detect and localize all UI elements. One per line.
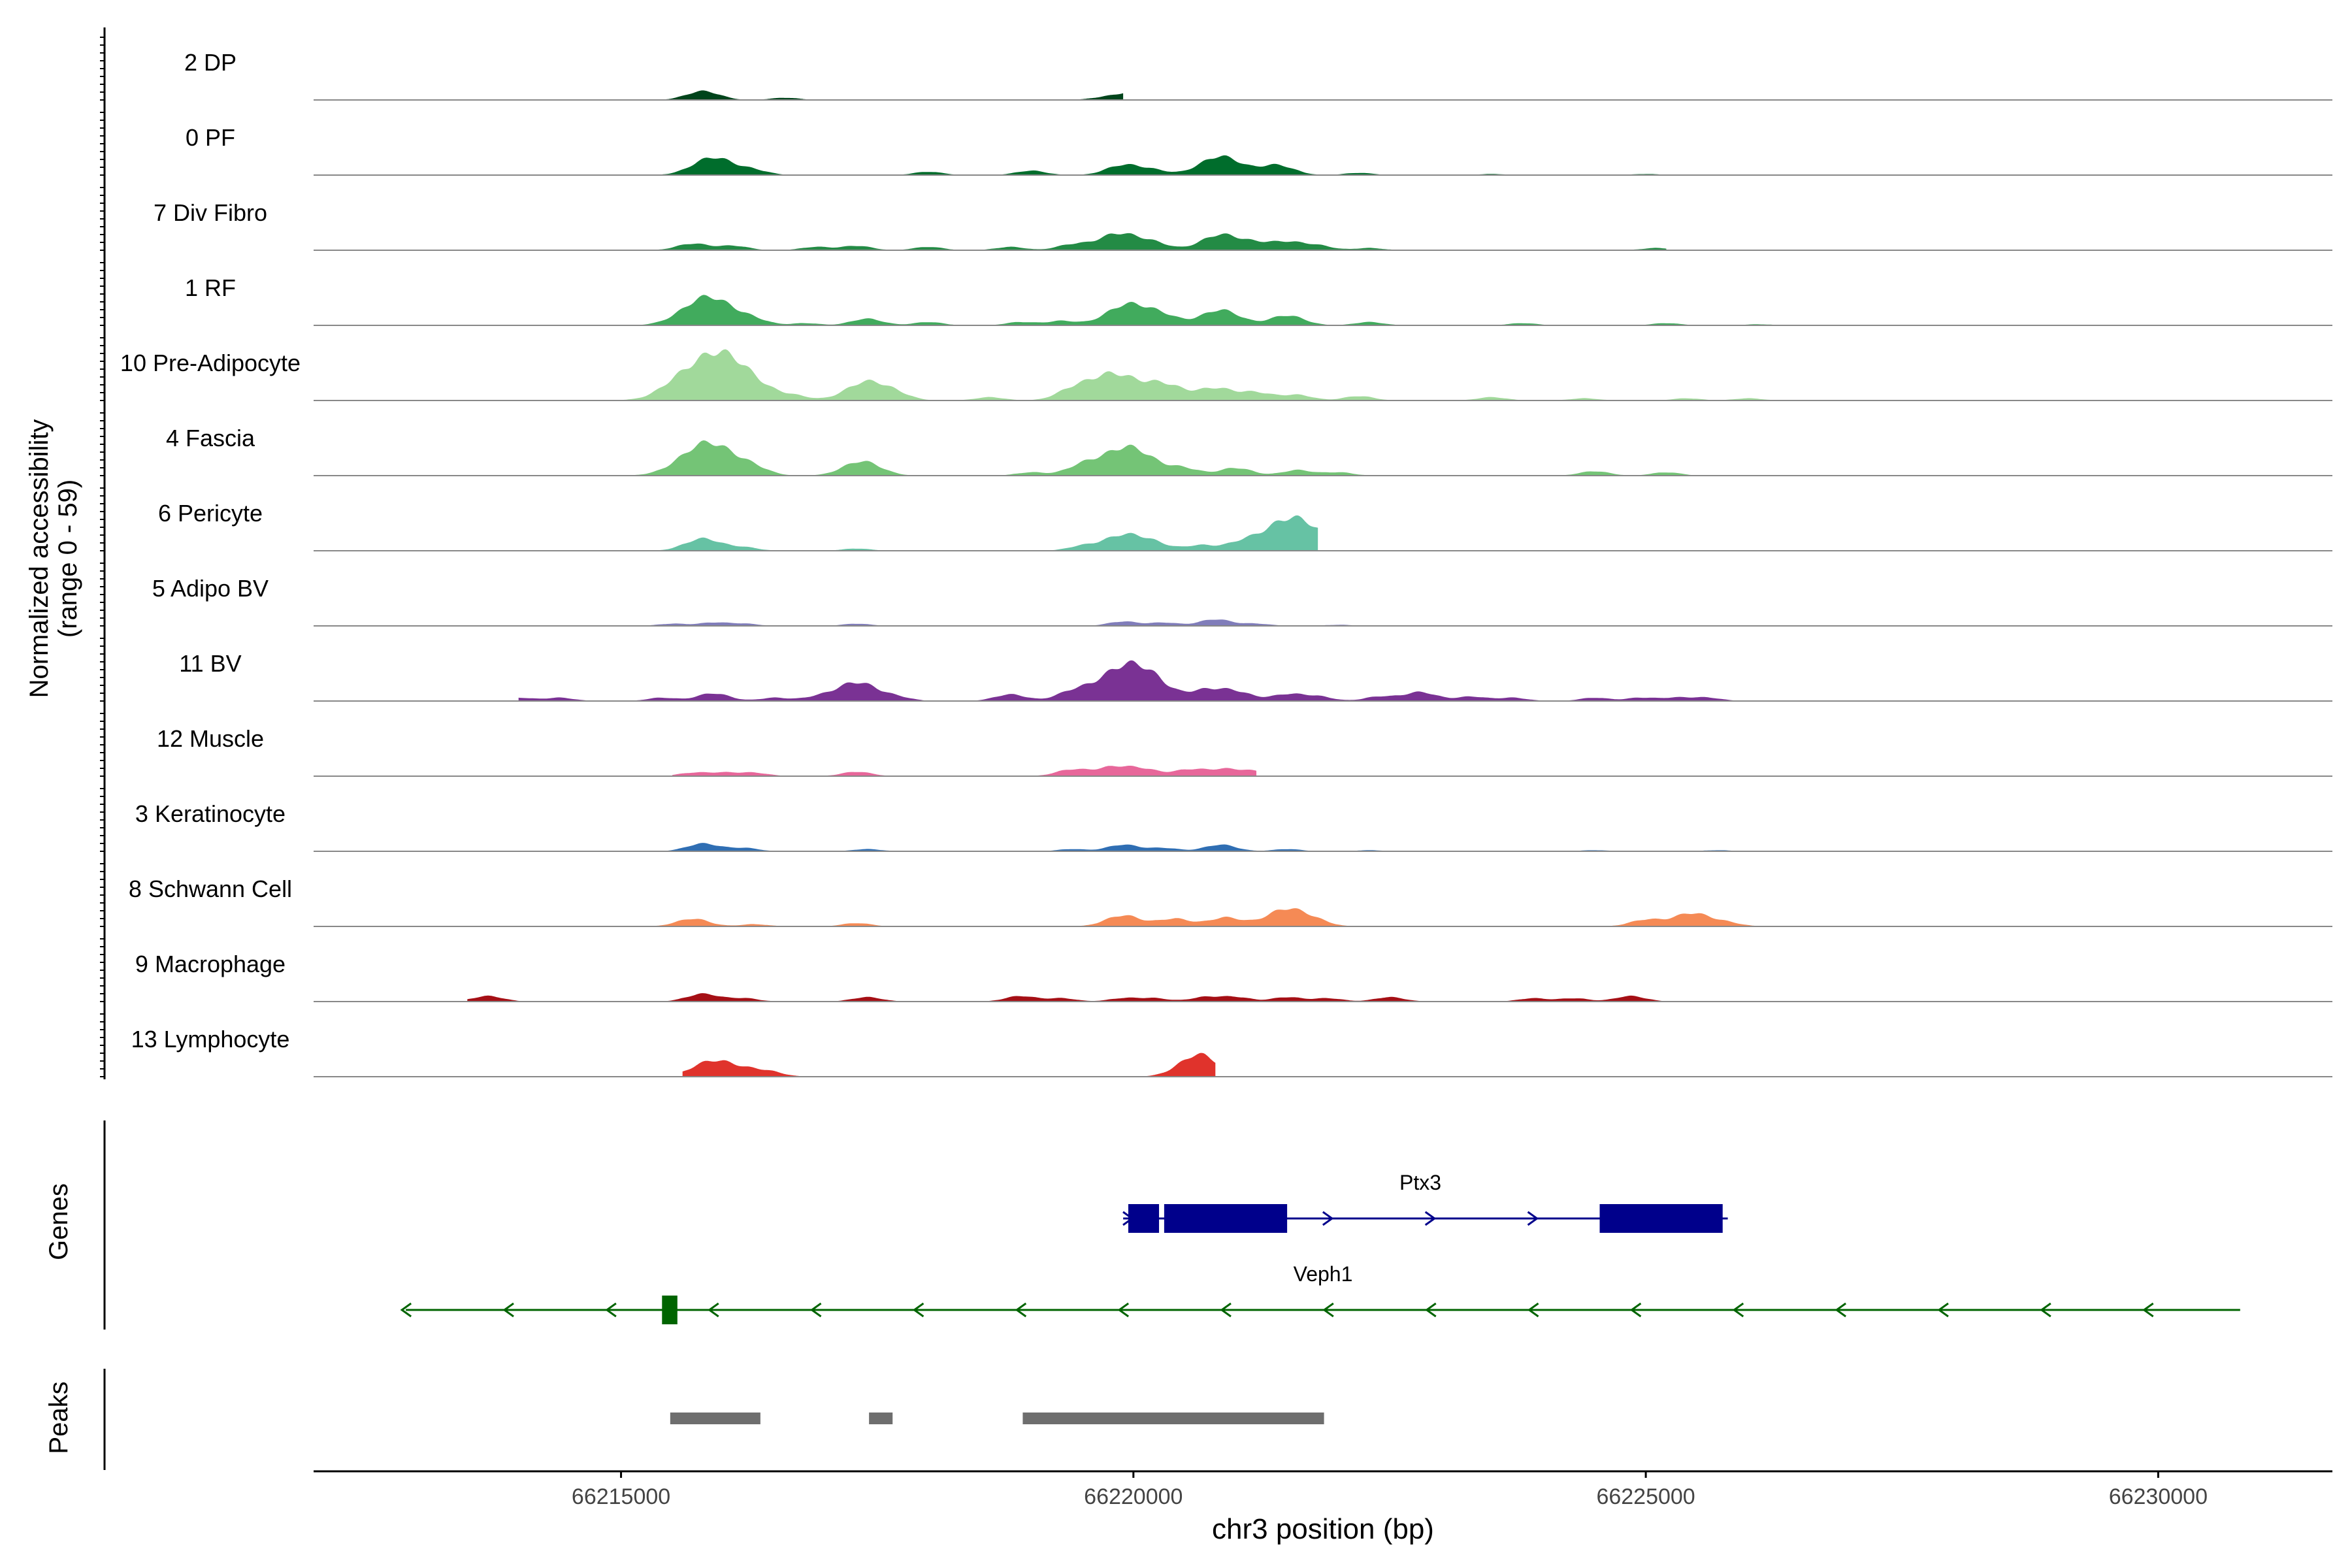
peak-region bbox=[670, 1413, 760, 1424]
strand-arrow bbox=[708, 1302, 719, 1318]
gene-exon bbox=[1599, 1204, 1723, 1233]
strand-arrow bbox=[1424, 1211, 1437, 1226]
strand-arrow bbox=[2142, 1302, 2154, 1318]
track-signal bbox=[518, 660, 1748, 701]
track-10-pre-adipocyte: 10 Pre-Adipocyte bbox=[120, 349, 2332, 401]
track-13-lymphocyte: 13 Lymphocyte bbox=[131, 1026, 2332, 1077]
strand-arrow bbox=[1122, 1211, 1134, 1226]
genes-panel: Ptx3 Veph1 bbox=[103, 1120, 2240, 1330]
accessibility-tracks: 2 DP 0 PF 7 Div Fibro 1 RF 10 Pre-Adipocyte 4… bbox=[100, 27, 2332, 1079]
track-1-rf: 1 RF bbox=[185, 274, 2332, 326]
x-tick-label: 66225000 bbox=[1596, 1484, 1695, 1509]
peaks-panel bbox=[103, 1369, 1324, 1470]
strand-arrow bbox=[2040, 1302, 2051, 1318]
track-9-macrophage: 9 Macrophage bbox=[135, 951, 2332, 1002]
strand-arrow bbox=[1322, 1302, 1334, 1318]
track-signal bbox=[518, 295, 1851, 325]
track-signal bbox=[416, 843, 1800, 851]
gene-label: Veph1 bbox=[1294, 1262, 1353, 1286]
strand-arrow bbox=[1220, 1302, 1232, 1318]
track-7-div-fibro: 7 Div Fibro bbox=[154, 199, 2332, 251]
peak-region bbox=[869, 1413, 893, 1424]
gene-exon bbox=[1164, 1204, 1288, 1233]
strand-arrow bbox=[1835, 1302, 1846, 1318]
track-4-fascia: 4 Fascia bbox=[166, 425, 2332, 476]
track-label: 4 Fascia bbox=[166, 425, 255, 451]
strand-arrow bbox=[1527, 1211, 1539, 1226]
gene-label: Ptx3 bbox=[1399, 1171, 1441, 1194]
track-signal bbox=[416, 349, 1779, 400]
track-label: 1 RF bbox=[185, 274, 236, 301]
track-signal bbox=[467, 993, 1677, 1002]
x-tick-label: 66215000 bbox=[572, 1484, 670, 1509]
strand-arrow bbox=[1015, 1302, 1027, 1318]
track-signal bbox=[621, 908, 1769, 926]
genes-panel-label: Genes bbox=[44, 1183, 73, 1260]
track-0-pf: 0 PF bbox=[186, 124, 2332, 176]
track-8-schwann-cell: 8 Schwann Cell bbox=[129, 875, 2332, 927]
track-label: 12 Muscle bbox=[157, 725, 264, 752]
strand-arrow bbox=[1322, 1211, 1334, 1226]
track-signal bbox=[672, 766, 1257, 776]
y-axis-range-label: (range 0 - 59) bbox=[54, 480, 82, 638]
track-signal bbox=[651, 90, 1124, 100]
y-axis-label: Normalized accessibility bbox=[25, 419, 54, 698]
track-label: 10 Pre-Adipocyte bbox=[120, 350, 301, 376]
track-label: 7 Div Fibro bbox=[154, 199, 267, 226]
track-label: 9 Macrophage bbox=[135, 951, 286, 977]
track-label: 8 Schwann Cell bbox=[129, 875, 292, 902]
track-11-bv: 11 BV bbox=[179, 650, 2332, 702]
strand-arrow bbox=[1425, 1302, 1437, 1318]
strand-arrow bbox=[400, 1302, 412, 1318]
track-label: 3 Keratinocyte bbox=[135, 800, 286, 827]
track-label: 11 BV bbox=[179, 650, 241, 677]
x-tick-label: 66220000 bbox=[1084, 1484, 1183, 1509]
strand-arrow bbox=[1117, 1302, 1130, 1318]
track-signal bbox=[416, 440, 1748, 476]
gene-veph1: Veph1 bbox=[400, 1262, 2240, 1324]
gene-ptx3: Ptx3 bbox=[1122, 1171, 1728, 1233]
track-signal bbox=[621, 515, 1318, 551]
track-label: 5 Adipo BV bbox=[152, 575, 269, 602]
strand-arrow bbox=[1527, 1302, 1539, 1318]
track-label: 2 DP bbox=[184, 49, 237, 76]
track-label: 6 Pericyte bbox=[158, 500, 263, 527]
track-2-dp: 2 DP bbox=[184, 49, 2332, 101]
peak-region bbox=[1022, 1413, 1324, 1424]
strand-arrow bbox=[1937, 1302, 1949, 1318]
peaks-panel-label: Peaks bbox=[44, 1381, 73, 1454]
strand-arrow bbox=[912, 1302, 924, 1318]
track-label: 13 Lymphocyte bbox=[131, 1026, 290, 1053]
strand-arrow bbox=[1732, 1302, 1744, 1318]
x-axis: 66215000 66220000 66225000 66230000 bbox=[314, 1470, 2332, 1509]
track-signal bbox=[682, 1053, 1216, 1077]
track-5-adipo-bv: 5 Adipo BV bbox=[152, 575, 2332, 627]
x-axis-title: chr3 position (bp) bbox=[1212, 1513, 1434, 1545]
x-tick-label: 66230000 bbox=[2109, 1484, 2208, 1509]
strand-arrow bbox=[1629, 1302, 1642, 1318]
gene-exon bbox=[662, 1296, 678, 1324]
strand-arrow bbox=[502, 1302, 514, 1318]
track-6-pericyte: 6 Pericyte bbox=[158, 500, 2332, 551]
track-signal bbox=[416, 619, 1646, 626]
strand-arrow bbox=[605, 1302, 617, 1318]
track-signal bbox=[416, 155, 2005, 175]
track-signal bbox=[426, 233, 1667, 250]
track-3-keratinocyte: 3 Keratinocyte bbox=[135, 800, 2332, 852]
strand-arrow bbox=[809, 1302, 822, 1318]
track-12-muscle: 12 Muscle bbox=[157, 725, 2332, 777]
track-label: 0 PF bbox=[186, 124, 235, 151]
y-axis-title: Normalized accessibility (range 0 - 59) bbox=[25, 419, 82, 698]
